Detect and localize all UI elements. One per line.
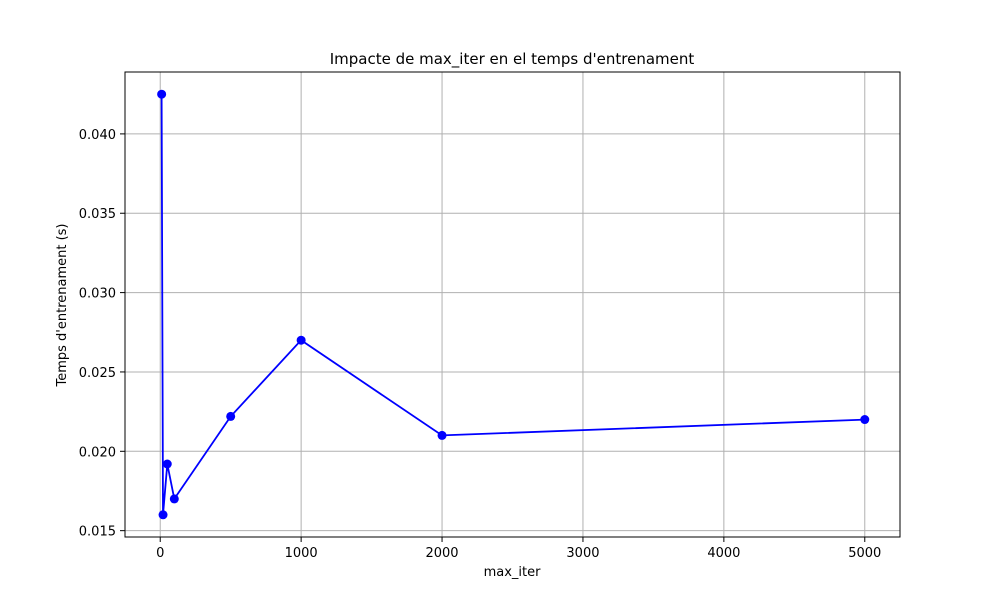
y-tick-label: 0.035 — [79, 207, 116, 222]
x-tick-label: 4000 — [707, 546, 740, 561]
y-tick-label: 0.040 — [79, 128, 116, 143]
y-tick-label: 0.015 — [79, 525, 116, 540]
y-tick-label: 0.020 — [79, 445, 116, 460]
y-tick-label: 0.025 — [79, 366, 116, 381]
y-tick-label: 0.030 — [79, 287, 116, 302]
chart-title: Impacte de max_iter en el temps d'entren… — [330, 50, 695, 69]
x-tick-label: 1000 — [285, 546, 318, 561]
data-point — [437, 430, 447, 440]
plot-frame — [124, 71, 901, 538]
series-line — [160, 94, 865, 515]
data-point — [158, 510, 168, 520]
data-point — [226, 411, 236, 421]
grid-lines — [125, 72, 900, 537]
axes — [124, 71, 901, 538]
data-point — [169, 494, 179, 504]
x-tick-label: 0 — [156, 546, 164, 561]
series-group — [157, 89, 870, 520]
x-tick-label: 2000 — [425, 546, 458, 561]
x-tick-label: 3000 — [566, 546, 599, 561]
x-axis-label: max_iter — [484, 565, 542, 580]
ticks: 0 1000 2000 3000 4000 5000 0.015 0.020 0.025 0.03… — [79, 128, 882, 561]
data-point — [157, 89, 167, 99]
x-tick-label: 5000 — [848, 546, 881, 561]
data-point — [296, 335, 306, 345]
y-axis-label: Temps d'entrenament (s) — [55, 223, 70, 387]
data-point — [860, 415, 870, 425]
data-point — [162, 459, 172, 469]
